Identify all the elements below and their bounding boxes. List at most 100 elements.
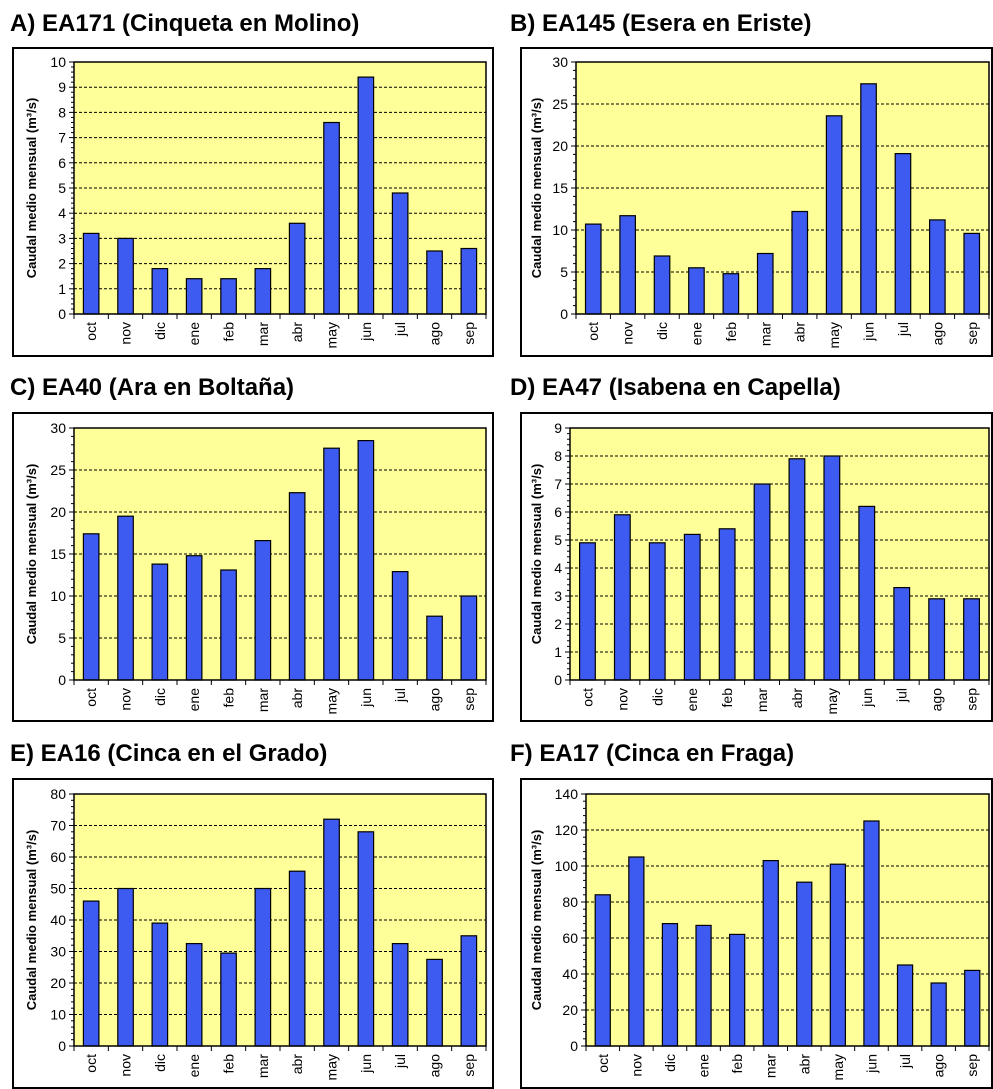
bar-ene	[688, 267, 705, 315]
bar-ago	[426, 615, 443, 681]
y-tick-label: 20	[50, 975, 66, 991]
bar-ago	[426, 250, 443, 315]
x-tick-label: ene	[186, 688, 202, 712]
x-tick-label: jul	[392, 322, 408, 337]
y-axis-label: Caudal medio mensual (m³/s)	[24, 98, 39, 279]
y-tick-label: 7	[58, 130, 66, 146]
x-tick-label: ago	[427, 322, 443, 346]
bar-oct	[594, 894, 611, 1047]
bar-abr	[791, 210, 809, 315]
x-tick-label: ago	[427, 688, 443, 712]
x-tick-label: sep	[964, 688, 980, 711]
bar-sep	[963, 598, 981, 681]
bar-feb	[220, 569, 237, 681]
x-tick-label: abr	[289, 322, 305, 343]
bar-nov	[613, 514, 631, 681]
bar-nov	[628, 856, 645, 1047]
bar-feb	[220, 952, 237, 1047]
bar-dic	[648, 542, 666, 681]
chart-2: 0 5 10 15 20 25 30 Caudal medio mensual (m³/s) o…	[529, 54, 990, 348]
x-tick-label: jul	[392, 688, 408, 703]
y-tick-label: 70	[50, 818, 66, 834]
x-tick-label: ago	[929, 322, 945, 346]
x-tick-label: sep	[461, 1054, 477, 1077]
x-tick-label: nov	[118, 1054, 134, 1077]
y-tick-label: 5	[554, 532, 562, 548]
x-tick-label: oct	[83, 322, 99, 341]
y-tick-label: 20	[552, 138, 568, 154]
y-tick-label: 30	[552, 54, 568, 70]
y-tick-label: 4	[554, 560, 562, 576]
y-tick-label: 15	[50, 546, 66, 562]
x-tick-label: ene	[696, 1054, 712, 1078]
x-tick-label: mar	[255, 322, 271, 346]
x-tick-label: ago	[931, 1054, 947, 1078]
y-tick-label: 25	[50, 462, 66, 478]
bar-mar	[254, 268, 272, 315]
bar-ene	[185, 942, 203, 1047]
plot-frame	[569, 427, 990, 681]
bar-nov	[619, 215, 637, 315]
y-tick-label: 1	[554, 644, 562, 660]
bar-jun	[357, 76, 375, 315]
x-tick-label: may	[824, 688, 840, 714]
panel-title-f: F) EA17 (Cinca en Fraga)	[510, 740, 795, 767]
bar-jun	[863, 820, 880, 1047]
y-tick-label: 80	[50, 786, 66, 802]
bar-dic	[661, 922, 679, 1047]
y-tick-label: 2	[554, 616, 562, 632]
bar-feb	[722, 273, 740, 315]
bar-ago	[426, 958, 443, 1047]
x-tick-label: jul	[897, 1054, 913, 1069]
bar-jun	[357, 440, 375, 681]
bar-may	[825, 115, 843, 315]
bar-jun	[357, 831, 375, 1047]
y-tick-label: 3	[58, 230, 66, 246]
y-tick-label: 60	[50, 849, 66, 865]
x-tick-label: may	[324, 322, 340, 348]
bar-ago	[928, 598, 946, 681]
bar-feb	[718, 528, 736, 681]
bar-oct	[82, 533, 100, 681]
bar-may	[323, 447, 340, 681]
plot-frame	[73, 427, 487, 681]
y-tick-label: 0	[58, 1038, 66, 1054]
y-axis-label: Caudal medio mensual (m³/s)	[24, 464, 39, 645]
y-tick-label: 50	[50, 881, 66, 897]
y-tick-label: 0	[58, 672, 66, 688]
x-tick-label: abr	[289, 1054, 305, 1075]
y-tick-label: 8	[58, 104, 66, 120]
x-tick-label: jun	[358, 322, 374, 342]
x-tick-label: sep	[461, 322, 477, 345]
bar-mar	[254, 539, 272, 681]
x-tick-label: abr	[792, 322, 808, 343]
y-tick-label: 80	[562, 894, 578, 910]
chart-1: 0 1 2 3 4 5 6 7 8 9 10 Caudal medio mensual (m³/s) o…	[24, 54, 487, 348]
bar-mar	[753, 483, 771, 681]
bar-feb	[728, 933, 746, 1047]
bar-may	[323, 121, 340, 315]
y-tick-label: 1	[58, 281, 66, 297]
bar-jul	[894, 153, 912, 315]
bar-abr	[288, 870, 306, 1047]
x-tick-label: dic	[152, 1054, 168, 1072]
chart-6: 0 20 40 60 80 100 120 140 Caudal medio mensual (…	[529, 786, 990, 1080]
y-tick-label: 0	[570, 1038, 578, 1054]
panel-title-a: A) EA171 (Cinqueta en Molino)	[10, 10, 360, 37]
y-tick-label: 8	[554, 448, 562, 464]
bar-feb	[220, 278, 237, 315]
bar-sep	[460, 247, 478, 315]
panel-title-c: C) EA40 (Ara en Boltaña)	[10, 374, 295, 401]
x-tick-label: nov	[628, 1054, 644, 1077]
bar-sep	[963, 232, 981, 315]
y-tick-label: 20	[50, 504, 66, 520]
y-tick-label: 30	[50, 420, 66, 436]
y-tick-label: 3	[554, 588, 562, 604]
bar-jun	[858, 505, 876, 681]
y-tick-label: 10	[552, 222, 568, 238]
x-tick-label: dic	[152, 322, 168, 340]
y-tick-label: 2	[58, 256, 66, 272]
chart-3: 0 5 10 15 20 25 30 Caudal medio mensual (m³/s) o…	[24, 420, 487, 714]
bar-sep	[460, 935, 478, 1047]
bar-nov	[117, 515, 134, 681]
